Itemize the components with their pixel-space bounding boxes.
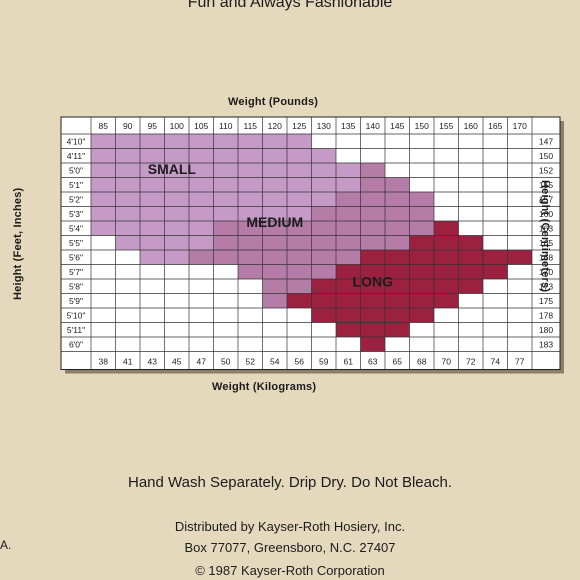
weight-lb-tick: 165 [488,121,502,131]
weight-kg-tick: 41 [123,357,133,367]
size-region-long [336,322,410,337]
size-label-long: LONG [353,273,394,289]
weight-lb-tick: 90 [123,121,133,131]
weight-lb-tick: 150 [415,121,429,131]
height-ft-tick: 5'7" [69,267,83,277]
size-region-long [311,308,434,323]
distributor-line-2: Box 77077, Greensboro, N.C. 27407 [184,540,396,555]
weight-lb-tick: 115 [243,121,257,131]
weight-lb-tick: 140 [366,121,380,131]
height-ft-tick: 5'8" [69,282,83,292]
weight-lb-tick: 170 [513,121,527,131]
height-ft-tick: 5'10" [67,311,86,321]
weight-kg-tick: 56 [295,357,305,367]
size-region-small [91,221,214,236]
weight-kg-tick: 43 [148,357,158,367]
weight-kg-tick: 45 [172,357,182,367]
weight-kg-tick: 63 [368,357,378,367]
size-label-medium: MEDIUM [246,214,303,230]
height-ft-tick: 5'5" [69,238,83,248]
weight-kg-tick: 38 [99,357,109,367]
height-cm-tick: 150 [539,151,553,161]
height-ft-tick: 5'6" [69,253,83,263]
weight-kg-tick: 70 [442,357,452,367]
care-instructions: Hand Wash Separately. Drip Dry. Do Not B… [127,474,453,491]
height-cm-tick: 183 [539,340,553,350]
size-region-long [360,337,385,352]
weight-kilograms-title: Weight (Kilograms) [212,381,317,393]
weight-kg-tick: 59 [319,357,329,367]
weight-lb-tick: 160 [464,121,478,131]
height-ft-tick: 5'4" [69,224,83,234]
height-cm-tick: 152 [539,166,553,176]
edge-text-fragment: A. [0,538,12,552]
height-ft-tick: 4'11" [67,151,85,161]
height-cm-tick: 155 [539,180,553,190]
height-cm-tick: 147 [539,137,553,147]
weight-kg-tick: 61 [344,357,354,367]
distributor-line-1: Distributed by Kayser-Roth Hosiery, Inc. [174,519,406,534]
size-region-long [311,279,483,294]
weight-lb-tick: 125 [292,121,306,131]
size-region-long [287,293,459,308]
weight-kg-tick: 47 [197,357,207,367]
height-centimeters-title: Height (Centimeters) [539,180,551,293]
weight-kg-tick: 65 [393,357,403,367]
weight-lb-tick: 145 [390,121,404,131]
height-cm-tick: 157 [539,195,553,205]
size-region-medium [311,206,434,221]
height-ft-tick: 5'11" [67,325,85,335]
size-region-small [91,206,312,221]
size-region-long [434,221,459,236]
copyright-line: © 1987 Kayser-Roth Corporation [195,563,385,578]
height-cm-tick: 170 [539,267,553,277]
size-region-long [409,235,483,250]
height-ft-tick: 5'3" [69,209,83,219]
size-region-long [360,250,532,265]
weight-kg-tick: 52 [246,357,256,367]
weight-lb-tick: 120 [268,121,282,131]
height-cm-tick: 178 [539,311,553,321]
height-cm-tick: 175 [539,296,553,306]
size-region-small [91,134,312,149]
height-ft-tick: 5'9" [69,296,83,306]
height-ft-tick: 4'10" [67,137,86,147]
height-ft-tick: 5'1" [69,180,83,190]
size-region-medium [189,250,361,265]
weight-lb-tick: 100 [170,121,184,131]
size-region-long [336,264,508,279]
tagline: Fun and Always Fashionable [187,0,393,11]
weight-lb-tick: 155 [439,121,453,131]
size-label-small: SMALL [148,161,197,177]
size-region-medium [213,221,434,236]
weight-lb-tick: 95 [148,121,158,131]
size-region-small [91,163,361,178]
height-cm-tick: 165 [539,238,553,248]
weight-lb-tick: 105 [194,121,208,131]
weight-kg-tick: 72 [466,357,476,367]
weight-kg-tick: 54 [270,357,280,367]
height-cm-tick: 160 [539,209,553,219]
height-cm-tick: 180 [539,325,553,335]
height-cm-tick: 168 [539,253,553,263]
weight-lb-tick: 85 [99,121,109,131]
size-region-medium [360,163,385,178]
height-cm-tick: 173 [539,282,553,292]
weight-pounds-title: Weight (Pounds) [228,96,319,108]
weight-kg-tick: 68 [417,357,427,367]
size-region-medium [262,293,287,308]
weight-lb-tick: 130 [317,121,331,131]
weight-kg-tick: 77 [515,357,525,367]
size-chart: 85 90 95 100 105 110 115 120 125 130 135 140 145 150 1… [60,116,564,374]
height-ft-tick: 5'0" [69,166,83,176]
size-region-small [91,177,361,192]
height-ft-tick: 6'0" [69,340,83,350]
weight-lb-tick: 135 [341,121,355,131]
height-cm-tick: 163 [539,224,553,234]
weight-kg-tick: 50 [221,357,231,367]
weight-kg-tick: 74 [491,357,501,367]
height-feet-title: Height (Feet, Inches) [12,187,24,300]
weight-lb-tick: 110 [219,121,233,131]
height-ft-tick: 5'2" [69,195,83,205]
